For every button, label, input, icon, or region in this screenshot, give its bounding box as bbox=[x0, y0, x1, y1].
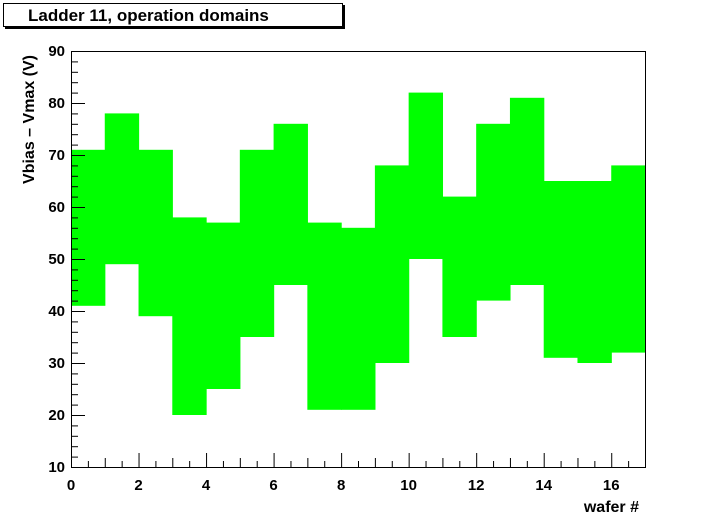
chart-title: Ladder 11, operation domains bbox=[28, 6, 269, 25]
bar-wafer-3 bbox=[172, 217, 207, 415]
y-tick-label: 10 bbox=[48, 459, 65, 476]
y-axis-label: Vbias – Vmax (V) bbox=[21, 55, 38, 184]
y-tick-label: 20 bbox=[48, 407, 65, 424]
bar-wafer-8 bbox=[341, 227, 376, 410]
bar-wafer-1 bbox=[104, 113, 140, 265]
y-tick-label: 80 bbox=[48, 95, 65, 112]
bar-wafer-7 bbox=[307, 222, 342, 410]
ticks-group bbox=[71, 51, 646, 468]
bar-wafer-2 bbox=[138, 149, 173, 317]
y-tick-label: 30 bbox=[48, 355, 65, 372]
x-tick-label: 12 bbox=[468, 477, 485, 494]
bar-wafer-13 bbox=[509, 97, 545, 285]
y-tick-label: 90 bbox=[48, 43, 65, 60]
bar-wafer-14 bbox=[543, 181, 579, 358]
x-axis-label: wafer # bbox=[583, 499, 639, 516]
y-tick-label: 40 bbox=[48, 303, 65, 320]
bars-group bbox=[71, 92, 646, 415]
x-tick-label: 2 bbox=[134, 477, 142, 494]
x-tick-label: 8 bbox=[337, 477, 345, 494]
y-tick-label: 50 bbox=[48, 251, 65, 268]
bar-wafer-0 bbox=[71, 149, 106, 306]
bar-wafer-6 bbox=[273, 123, 308, 285]
bar-wafer-5 bbox=[239, 149, 275, 337]
x-tick-label: 4 bbox=[202, 477, 211, 494]
y-tick-label: 60 bbox=[48, 199, 65, 216]
bar-wafer-11 bbox=[442, 196, 477, 337]
bar-wafer-16 bbox=[611, 165, 646, 353]
title-box: Ladder 11, operation domains bbox=[3, 3, 343, 27]
bar-wafer-10 bbox=[408, 92, 444, 259]
y-tick-label: 70 bbox=[48, 147, 65, 164]
bar-wafer-12 bbox=[476, 123, 511, 301]
x-tick-label: 0 bbox=[67, 477, 75, 494]
x-tick-label: 16 bbox=[603, 477, 620, 494]
bar-wafer-15 bbox=[577, 181, 612, 363]
bar-wafer-4 bbox=[206, 222, 241, 389]
x-tick-label: 6 bbox=[269, 477, 277, 494]
bar-wafer-9 bbox=[374, 165, 410, 363]
x-tick-label: 10 bbox=[400, 477, 417, 494]
x-tick-label: 14 bbox=[535, 477, 552, 494]
tick-labels-group: 0 2 4 6 8 10 12 14 16 10 20 30 40 50 60 70 80 90 bbox=[48, 43, 619, 494]
